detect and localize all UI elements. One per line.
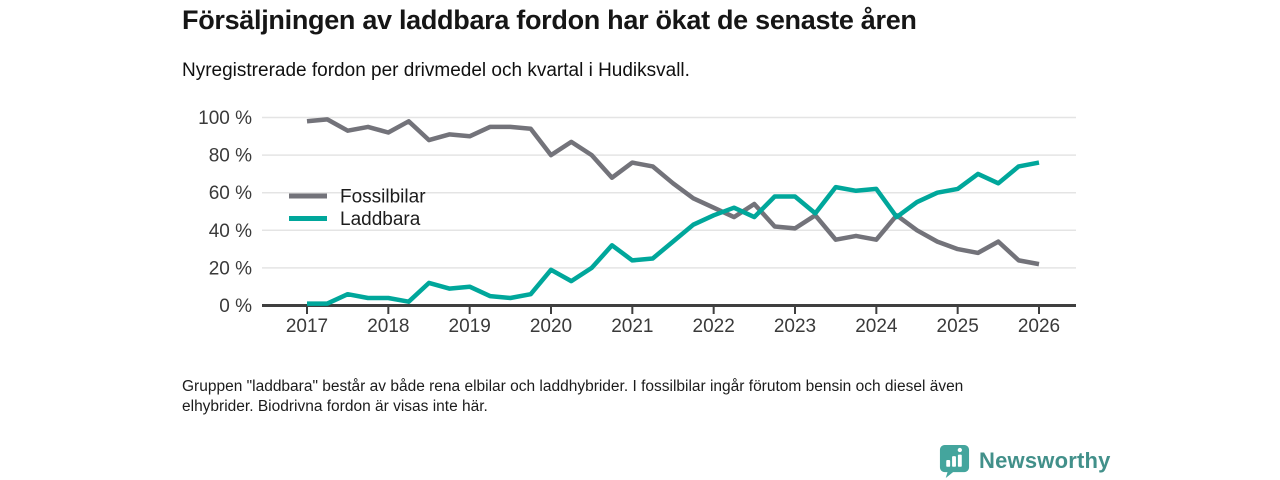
x-axis-tick-label: 2018 — [367, 316, 409, 337]
chart-series — [306, 117, 1040, 306]
y-axis-tick-label: 0 % — [219, 296, 252, 317]
x-axis-tick-label: 2021 — [611, 316, 653, 337]
footnote-line-2: elhybrider. Biodrivna fordon är visas in… — [182, 398, 488, 415]
line-chart: 0 % 20 % 40 % 60 % 80 % 100 % 2017 2018 2019 2020… — [198, 108, 1076, 337]
y-axis-tick-label: 60 % — [209, 183, 252, 204]
legend-label-fossilbilar: Fossilbilar — [340, 187, 426, 208]
x-axis-tick-label: 2017 — [286, 316, 328, 337]
bar-chart-icon — [946, 447, 962, 467]
x-axis-tick-label: 2025 — [937, 316, 979, 337]
y-axis-tick-label: 40 % — [209, 221, 252, 242]
chart-subtitle: Nyregistrerade fordon per drivmedel och … — [182, 60, 690, 81]
newsworthy-badge-icon — [939, 444, 970, 478]
x-axis-tick-label: 2019 — [449, 316, 491, 337]
series-line-laddbara — [307, 160, 1040, 306]
footnote: Gruppen "laddbara" består av både rena e… — [182, 377, 963, 417]
y-axis-tick-label: 100 % — [198, 108, 252, 129]
series-line-fossilbilar — [306, 117, 1040, 267]
y-axis-tick-label: 80 % — [209, 146, 252, 167]
legend-label-laddbara: Laddbara — [340, 209, 421, 230]
chart-grid: 0 % 20 % 40 % 60 % 80 % 100 % 2017 2018 2019 2020… — [198, 108, 1076, 337]
footnote-line-1: Gruppen "laddbara" består av både rena e… — [182, 378, 964, 395]
chart-legend: Fossilbilar Laddbara — [289, 187, 426, 230]
y-axis-tick-label: 20 % — [209, 258, 252, 279]
newsworthy-logo: Newsworthy — [938, 443, 1111, 478]
x-axis-tick-label: 2022 — [693, 316, 735, 337]
x-axis-tick-label: 2024 — [855, 316, 898, 337]
x-axis-tick-label: 2023 — [774, 316, 816, 337]
chart-title: Försäljningen av laddbara fordon har öka… — [182, 5, 917, 35]
x-axis-tick-label: 2020 — [530, 316, 572, 337]
newsworthy-wordmark: Newsworthy — [979, 447, 1111, 473]
x-axis-tick-label: 2026 — [1018, 316, 1060, 337]
